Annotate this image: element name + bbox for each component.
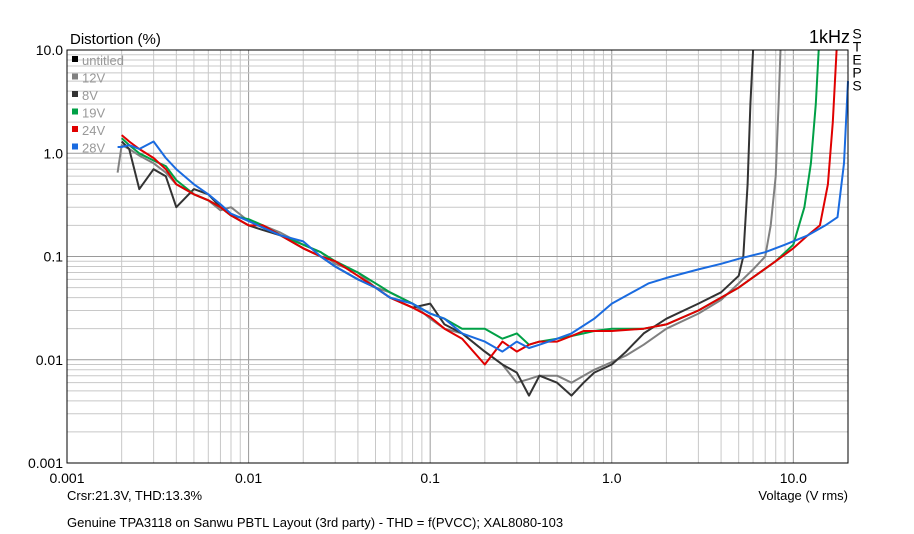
- legend-swatch: [72, 108, 78, 115]
- series-line-28v: [117, 81, 849, 353]
- legend-swatch: [72, 56, 78, 62]
- cursor-readout: Crsr:21.3V, THD:13.3%: [67, 488, 203, 503]
- legend-label: 12V: [82, 71, 105, 86]
- legend-swatch: [72, 91, 78, 97]
- legend: untitled 12V 8V 19V 24V 28V: [72, 53, 124, 156]
- steps-label-text: STEPS: [849, 26, 865, 91]
- legend-swatch: [72, 143, 78, 150]
- y-tick-labels: 10.0 1.0 0.1 0.01 0.001: [28, 42, 63, 471]
- legend-label: untitled: [82, 53, 124, 68]
- grid-lines: [66, 49, 849, 464]
- caption: Genuine TPA3118 on Sanwu PBTL Layout (3r…: [67, 515, 563, 530]
- series-lines: [116, 49, 849, 397]
- legend-swatch: [72, 126, 78, 132]
- x-tick-label: 0.001: [49, 470, 84, 486]
- legend-swatch: [72, 73, 78, 80]
- legend-label: 24V: [82, 123, 105, 138]
- x-tick-label: 0.01: [235, 470, 262, 486]
- legend-label: 19V: [82, 106, 105, 121]
- y-tick-label: 0.001: [28, 455, 63, 471]
- y-tick-label: 1.0: [44, 145, 64, 161]
- series-line-24v: [121, 49, 838, 366]
- frequency-label: 1kHz: [809, 27, 850, 47]
- legend-label: 28V: [82, 141, 105, 156]
- x-tick-label: 0.1: [420, 470, 440, 486]
- x-tick-label: 1.0: [602, 470, 622, 486]
- steps-label: STEPS: [849, 26, 865, 91]
- y-tick-label: 0.01: [36, 352, 63, 368]
- y-tick-label: 10.0: [36, 42, 63, 58]
- x-tick-label: 10.0: [780, 470, 807, 486]
- x-tick-labels: 0.001 0.01 0.1 1.0 10.0: [49, 470, 807, 486]
- legend-label: 8V: [82, 88, 98, 103]
- plot-frame: [66, 49, 849, 464]
- y-tick-label: 0.1: [44, 249, 64, 265]
- y-axis-title: Distortion (%): [70, 31, 161, 48]
- x-axis-title: Voltage (V rms): [758, 488, 848, 503]
